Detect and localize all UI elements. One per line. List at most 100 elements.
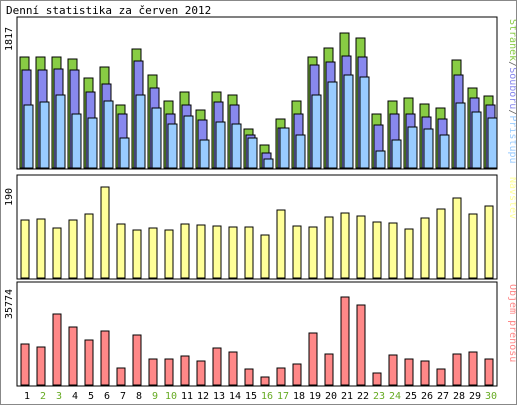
bar-hits-files-pages-hits-day-16 <box>263 158 274 169</box>
bar-hits-files-pages-hits-day-7 <box>119 137 130 169</box>
bar-kbytes-kbytes-day-7 <box>116 367 126 386</box>
bar-hits-files-pages-hits-day-24 <box>391 139 402 169</box>
legend-entry: Objem přenosu <box>507 284 517 362</box>
bar-kbytes-kbytes-day-1 <box>20 343 30 386</box>
x-tick-label-day: 14 <box>229 391 241 402</box>
x-tick-label-day: 21 <box>341 391 353 402</box>
bar-hits-files-pages-hits-day-1 <box>23 104 34 169</box>
bar-kbytes-kbytes-day-23 <box>372 372 382 386</box>
panel-hits-files-pages-max-label: 1817 <box>4 27 15 51</box>
bar-visits-visits-day-16 <box>260 234 270 279</box>
legend-entry: Stránek <box>507 19 517 61</box>
legend-entry: / <box>507 109 517 115</box>
x-tick-label-day: 18 <box>293 391 305 402</box>
x-tick-label-day: 22 <box>357 391 369 402</box>
bar-hits-files-pages-hits-day-21 <box>343 74 354 169</box>
bar-visits-visits-day-26 <box>420 217 430 279</box>
bar-visits-visits-day-6 <box>100 186 110 279</box>
bar-hits-files-pages-hits-day-13 <box>215 121 226 169</box>
bar-hits-files-pages-hits-day-14 <box>231 123 242 169</box>
bar-hits-files-pages-hits-day-3 <box>55 94 66 169</box>
bar-visits-visits-day-23 <box>372 221 382 279</box>
x-tick-label-day: 25 <box>405 391 417 402</box>
bar-visits-visits-day-28 <box>452 197 462 279</box>
legend-entry: / <box>507 61 517 67</box>
bar-visits-visits-day-22 <box>356 215 366 279</box>
bar-visits-visits-day-12 <box>196 224 206 279</box>
bar-visits-visits-day-14 <box>228 226 238 279</box>
bar-hits-files-pages-hits-day-5 <box>87 117 98 169</box>
bar-kbytes-kbytes-day-15 <box>244 368 254 386</box>
bar-hits-files-pages-hits-day-26 <box>423 128 434 169</box>
bar-hits-files-pages-hits-day-9 <box>151 107 162 169</box>
bar-kbytes-kbytes-day-29 <box>468 351 478 386</box>
bar-visits-visits-day-15 <box>244 226 254 279</box>
bar-hits-files-pages-hits-day-12 <box>199 139 210 169</box>
bar-hits-files-pages-hits-day-10 <box>167 123 178 169</box>
x-tick-label-day: 23 <box>373 391 385 402</box>
x-tick-label-day: 3 <box>56 391 62 402</box>
x-tick-label-day: 26 <box>421 391 433 402</box>
bar-hits-files-pages-hits-day-8 <box>135 94 146 169</box>
bar-visits-visits-day-18 <box>292 225 302 279</box>
panel-visits-border <box>16 174 498 280</box>
bar-visits-visits-day-20 <box>324 216 334 279</box>
bar-visits-visits-day-1 <box>20 219 30 279</box>
x-tick-label-day: 30 <box>485 391 497 402</box>
bar-kbytes-kbytes-day-19 <box>308 332 318 386</box>
x-tick-label-day: 13 <box>213 391 225 402</box>
bar-visits-visits-day-30 <box>484 205 494 279</box>
bar-kbytes-kbytes-day-20 <box>324 353 334 386</box>
x-tick-label-day: 4 <box>72 391 78 402</box>
bar-hits-files-pages-hits-day-30 <box>487 117 498 169</box>
bar-kbytes-kbytes-day-13 <box>212 347 222 386</box>
bar-kbytes-kbytes-day-12 <box>196 360 206 386</box>
bar-kbytes-kbytes-day-11 <box>180 355 190 386</box>
bar-kbytes-kbytes-day-14 <box>228 351 238 386</box>
bar-hits-files-pages-hits-day-4 <box>71 113 82 169</box>
bar-kbytes-kbytes-day-22 <box>356 304 366 386</box>
bar-visits-visits-day-29 <box>468 213 478 279</box>
chart-title: Denní statistika za červen 2012 <box>6 4 211 17</box>
bar-kbytes-kbytes-day-2 <box>36 346 46 386</box>
legend-entry: Návštěv <box>507 177 517 219</box>
bar-kbytes-kbytes-day-27 <box>436 368 446 386</box>
bar-hits-files-pages-hits-day-17 <box>279 127 290 169</box>
bar-hits-files-pages-hits-day-29 <box>471 111 482 169</box>
bar-hits-files-pages-hits-day-2 <box>39 101 50 169</box>
bar-hits-files-pages-hits-day-6 <box>103 100 114 169</box>
bar-visits-visits-day-27 <box>436 208 446 279</box>
x-tick-label-day: 28 <box>453 391 465 402</box>
bar-kbytes-kbytes-day-18 <box>292 363 302 386</box>
bar-kbytes-kbytes-day-6 <box>100 330 110 386</box>
bar-hits-files-pages-hits-day-23 <box>375 150 386 169</box>
bar-hits-files-pages-hits-day-20 <box>327 81 338 169</box>
bar-hits-files-pages-hits-day-18 <box>295 134 306 169</box>
bar-visits-visits-day-3 <box>52 227 62 279</box>
bar-kbytes-kbytes-day-24 <box>388 354 398 386</box>
x-tick-label-day: 1 <box>24 391 30 402</box>
bar-kbytes-kbytes-day-3 <box>52 313 62 386</box>
x-tick-label-day: 11 <box>181 391 193 402</box>
bar-hits-files-pages-hits-day-19 <box>311 94 322 169</box>
bar-kbytes-kbytes-day-16 <box>260 376 270 386</box>
bar-kbytes-kbytes-day-28 <box>452 353 462 386</box>
bar-kbytes-kbytes-day-30 <box>484 358 494 386</box>
x-tick-label-day: 2 <box>40 391 46 402</box>
legend-entry: Přístupů <box>507 115 517 163</box>
bar-kbytes-kbytes-day-8 <box>132 334 142 386</box>
bar-visits-visits-day-25 <box>404 228 414 279</box>
bar-kbytes-kbytes-day-17 <box>276 367 286 386</box>
bar-visits-visits-day-4 <box>68 219 78 279</box>
panel-hits-files-pages-border <box>16 16 498 170</box>
bar-visits-visits-day-7 <box>116 223 126 279</box>
x-tick-label-day: 16 <box>261 391 273 402</box>
bar-hits-files-pages-hits-day-22 <box>359 76 370 169</box>
bar-hits-files-pages-hits-day-28 <box>455 102 466 169</box>
bar-visits-visits-day-19 <box>308 226 318 279</box>
panel-visits-max-label: 190 <box>4 188 15 206</box>
bar-kbytes-kbytes-day-10 <box>164 358 174 386</box>
